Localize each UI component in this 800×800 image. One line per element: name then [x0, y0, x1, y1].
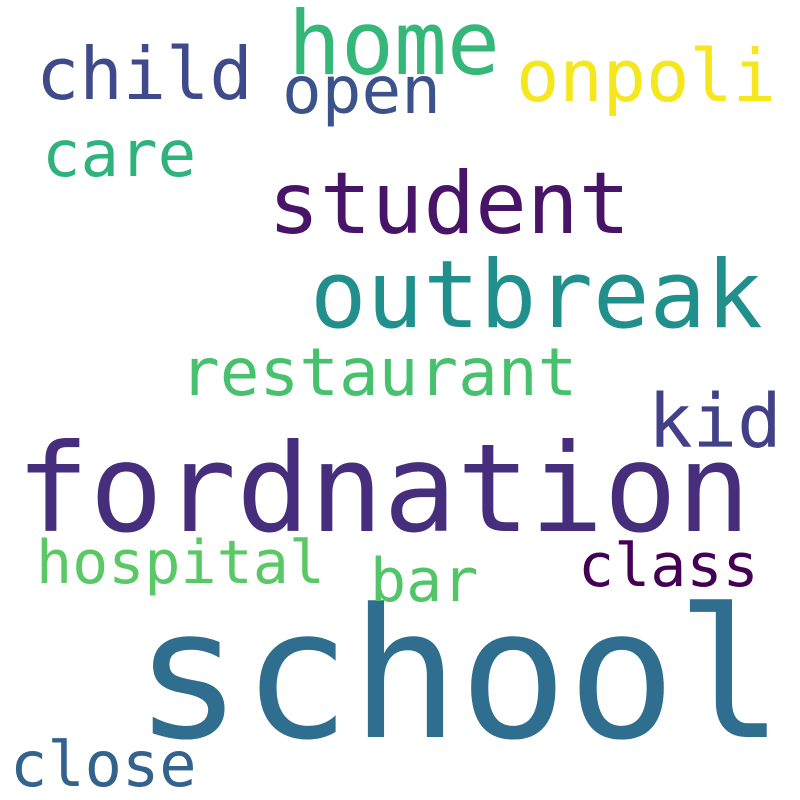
- word-child: child: [36, 32, 253, 116]
- word-care: care: [42, 118, 197, 192]
- word-class: class: [578, 531, 759, 601]
- word-outbreak: outbreak: [310, 241, 763, 350]
- word-bar: bar: [370, 546, 479, 616]
- word-school: school: [134, 571, 785, 780]
- word-open: open: [282, 52, 441, 129]
- word-student: student: [268, 154, 631, 254]
- word-kid: kid: [648, 379, 782, 465]
- word-home: home: [288, 0, 500, 95]
- word-restaurant: restaurant: [180, 334, 578, 411]
- word-hospital: hospital: [36, 528, 325, 598]
- word-fordnation: fordnation: [16, 418, 751, 560]
- word-onpoli: onpoli: [516, 34, 777, 118]
- word-close: close: [10, 728, 197, 800]
